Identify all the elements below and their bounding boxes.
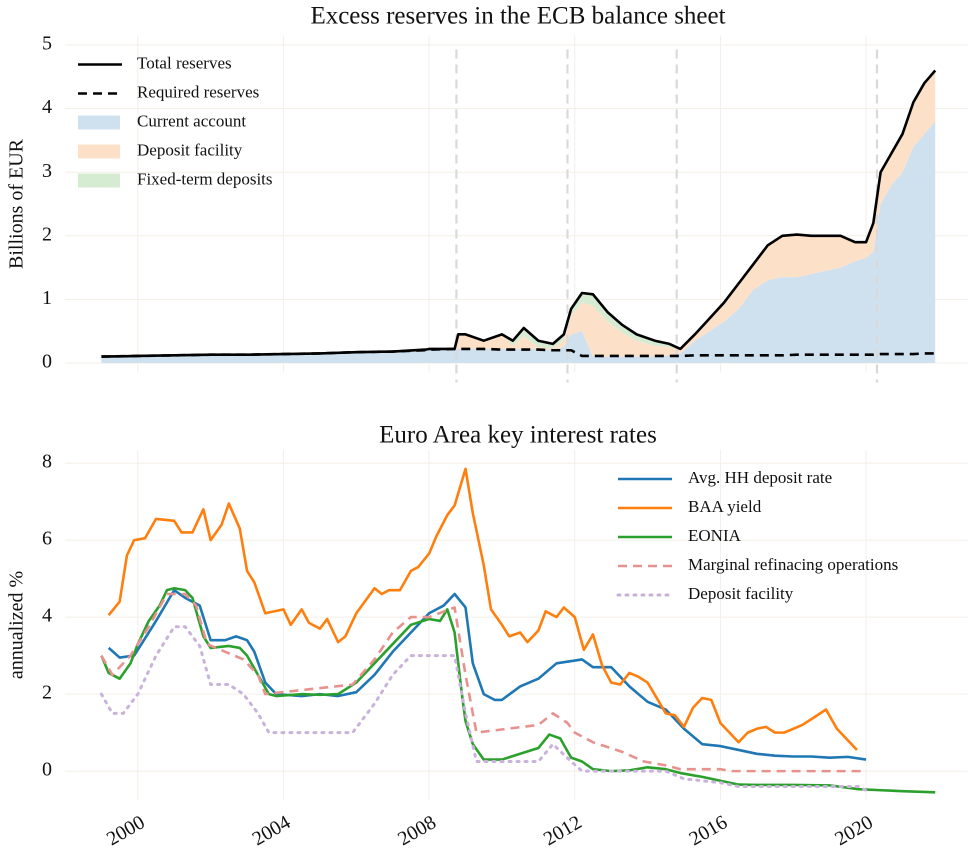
- legend-label: Required reserves: [137, 82, 259, 101]
- y-axis-label: annualized %: [6, 571, 28, 679]
- y-tick-label: 4: [42, 96, 52, 118]
- legend-label: Deposit facility: [137, 140, 243, 159]
- y-tick-label: 1: [42, 287, 52, 309]
- legend: Avg. HH deposit rate BAA yield EONIA Margin…: [616, 468, 898, 603]
- y-axis-label: Billions of EUR: [6, 138, 28, 269]
- line: [101, 347, 936, 358]
- x-tick-label: 2008: [394, 811, 440, 850]
- legend-label: Marginal refinacing operations: [688, 555, 898, 574]
- y-tick-label: 5: [42, 33, 52, 55]
- x-tick-label: 2004: [249, 811, 295, 850]
- y-tick-label: 2: [42, 682, 52, 704]
- x-tick-label: 2012: [540, 811, 586, 850]
- chart-title: Euro Area key interest rates: [379, 422, 657, 449]
- y-tick-label: 4: [42, 605, 52, 627]
- line: [100, 592, 867, 773]
- legend-swatch: [78, 115, 120, 130]
- legend-label: Total reserves: [137, 53, 232, 72]
- y-tick-label: 2: [42, 223, 52, 245]
- legend-label: Deposit facility: [688, 584, 794, 603]
- y-tick-label: 3: [42, 160, 52, 182]
- legend-label: Avg. HH deposit rate: [688, 468, 832, 487]
- line: [99, 625, 868, 792]
- legend-swatch: [78, 173, 120, 188]
- y-tick-label: 0: [42, 351, 52, 373]
- legend: Total reserves Required reserves Current a…: [78, 53, 273, 188]
- legend-label: Current account: [137, 111, 246, 130]
- legend-label: Fixed-term deposits: [137, 169, 273, 188]
- line: [107, 467, 858, 751]
- legend-label: EONIA: [688, 526, 742, 545]
- y-tick-label: 8: [42, 451, 52, 473]
- subplot: 0 1 2 3 4 5 Excess reserves in the ECB balance…: [6, 3, 968, 383]
- line: [100, 586, 936, 794]
- line: [107, 588, 867, 761]
- x-tick-label: 2016: [686, 811, 732, 850]
- area: [101, 121, 936, 363]
- subplot: 0 2 4 6 8 2000 2004 2008 2012 2016 2020 Euro Area k…: [6, 422, 968, 850]
- legend-swatch: [78, 144, 120, 159]
- x-tick-label: 2020: [831, 811, 877, 850]
- legend-label: BAA yield: [688, 497, 762, 516]
- y-tick-label: 6: [42, 528, 52, 550]
- chart-title: Excess reserves in the ECB balance sheet: [310, 3, 725, 30]
- line: [101, 69, 937, 358]
- x-tick-label: 2000: [103, 811, 149, 850]
- y-tick-label: 0: [42, 759, 52, 781]
